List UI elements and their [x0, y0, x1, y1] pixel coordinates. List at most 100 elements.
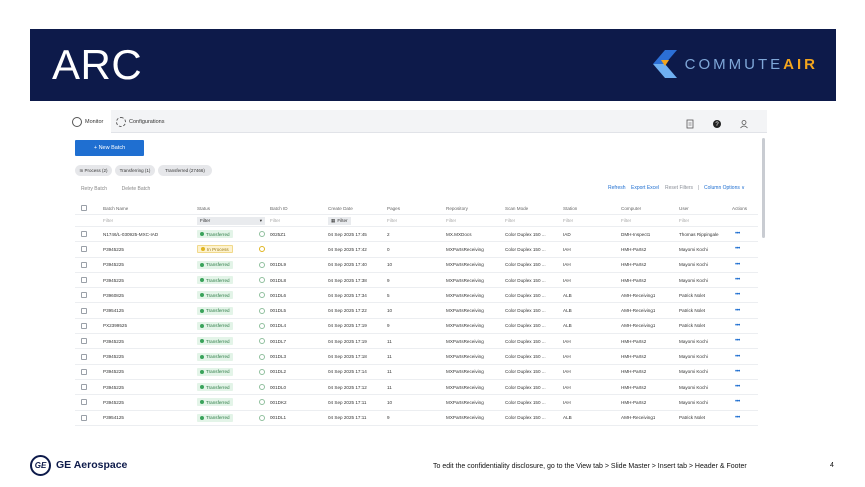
row-checkbox[interactable]: [81, 303, 87, 317]
table-row[interactable]: P3945225 04 Sep 2025 17:42 0 MXPartsReceivi…: [75, 242, 758, 258]
cell-status: Transferred: [197, 288, 265, 302]
table-row[interactable]: P3945225 001DL9 04 Sep 2025 17:40 10 MXParts…: [75, 258, 758, 273]
row-checkbox[interactable]: [81, 288, 87, 302]
help-icon[interactable]: ?: [712, 116, 722, 128]
status-info-icon[interactable]: [259, 292, 265, 299]
status-info-icon[interactable]: [259, 277, 265, 284]
filter-create-date[interactable]: ▦ Filter: [328, 215, 351, 226]
status-info-icon[interactable]: [259, 384, 265, 391]
cell-create-date: 04 Sep 2025 17:42: [328, 246, 367, 252]
row-checkbox[interactable]: [81, 242, 87, 256]
export-excel-link[interactable]: Export Excel: [631, 185, 660, 191]
status-info-icon[interactable]: [259, 353, 265, 360]
status-info-icon[interactable]: [259, 399, 265, 406]
row-actions-menu-icon[interactable]: •••: [735, 414, 740, 421]
status-info-icon[interactable]: [259, 338, 265, 345]
row-checkbox[interactable]: [81, 258, 87, 272]
row-checkbox[interactable]: [81, 349, 87, 363]
tab-configurations[interactable]: Configurations: [111, 110, 171, 133]
status-label: In Process: [207, 246, 229, 252]
col-create-date[interactable]: Create Date: [328, 205, 353, 211]
status-info-icon[interactable]: [259, 231, 265, 238]
status-info-icon[interactable]: [259, 368, 265, 375]
filter-repository[interactable]: Filter: [446, 218, 457, 223]
filter-station[interactable]: Filter: [563, 218, 574, 223]
table-row[interactable]: N1746/L-030925-MXC-IAD 0025Z1 04 Sep 2025 …: [75, 227, 758, 243]
col-user[interactable]: User: [679, 205, 689, 211]
row-checkbox[interactable]: [81, 319, 87, 333]
table-row[interactable]: P3960825 001DL6 04 Sep 2025 17:34 5 MXPartsR…: [75, 288, 758, 304]
retry-batch-button[interactable]: Retry Batch: [80, 185, 108, 192]
filter-status[interactable]: Filter ▾: [197, 215, 265, 226]
table-row[interactable]: P3945225 001DL8 04 Sep 2025 17:38 9 MXPartsR…: [75, 273, 758, 289]
select-all-checkbox[interactable]: [81, 202, 87, 214]
chip-transferred[interactable]: Transferred (27466): [158, 165, 212, 176]
table-row[interactable]: P3954125 001DL1 04 Sep 2025 17:11 9 MXPartsR…: [75, 411, 758, 426]
user-icon[interactable]: [739, 116, 749, 129]
row-actions-menu-icon[interactable]: •••: [735, 353, 740, 360]
col-repository[interactable]: Repository: [446, 205, 468, 211]
row-checkbox[interactable]: [81, 227, 87, 241]
cell-user: Mayomi Kochi: [679, 338, 708, 344]
col-batch-name[interactable]: Batch Name: [103, 205, 129, 211]
clipboard-icon[interactable]: [685, 116, 695, 129]
cell-batch-name: P3960825: [103, 292, 124, 298]
row-actions-menu-icon[interactable]: •••: [735, 368, 740, 375]
chip-transferring[interactable]: Transferring (1): [115, 165, 155, 176]
row-checkbox[interactable]: [81, 411, 87, 425]
row-actions-menu-icon[interactable]: •••: [735, 307, 740, 314]
row-checkbox[interactable]: [81, 273, 87, 287]
row-actions-menu-icon[interactable]: •••: [735, 384, 740, 391]
table-row[interactable]: P3954125 001DL5 04 Sep 2025 17:22 10 MXParts…: [75, 303, 758, 319]
row-checkbox[interactable]: [81, 380, 87, 394]
cell-batch-id: 001DL6: [270, 292, 287, 298]
cell-batch-name: P3945225: [103, 369, 124, 375]
table-row[interactable]: PX2399525 001DL4 04 Sep 2025 17:19 9 MXParts…: [75, 319, 758, 335]
row-actions-menu-icon[interactable]: •••: [735, 231, 740, 238]
filter-scan-mode[interactable]: Filter: [505, 218, 516, 223]
table-row[interactable]: P3945225 001DL0 04 Sep 2025 17:12 11 MXParts…: [75, 380, 758, 396]
row-checkbox[interactable]: [81, 395, 87, 409]
col-station[interactable]: Station: [563, 205, 578, 211]
table-row[interactable]: P3945225 001DL2 04 Sep 2025 17:14 11 MXParts…: [75, 365, 758, 380]
status-info-icon[interactable]: [259, 246, 265, 253]
filter-computer[interactable]: Filter: [621, 218, 632, 223]
row-checkbox[interactable]: [81, 334, 87, 348]
col-scan-mode[interactable]: Scan Mode: [505, 205, 529, 211]
row-actions-menu-icon[interactable]: •••: [735, 322, 740, 329]
row-actions-menu-icon[interactable]: •••: [735, 261, 740, 268]
status-info-icon[interactable]: [259, 261, 265, 268]
reset-filters-link[interactable]: Reset Filters: [665, 185, 694, 191]
filter-batch-name[interactable]: Filter: [103, 218, 114, 223]
row-actions-menu-icon[interactable]: •••: [735, 399, 740, 406]
cell-repository: MXPartsReceiving: [446, 369, 484, 375]
tab-monitor[interactable]: Monitor: [67, 110, 111, 133]
row-actions-menu-icon[interactable]: •••: [735, 246, 740, 253]
status-info-icon[interactable]: [259, 307, 265, 314]
delete-batch-button[interactable]: Delete Batch: [121, 185, 151, 192]
status-info-icon[interactable]: [259, 414, 265, 421]
col-computer[interactable]: Computer: [621, 205, 642, 211]
table-row[interactable]: P3945225 001DL3 04 Sep 2025 17:18 11 MXParts…: [75, 349, 758, 365]
col-pages[interactable]: Pages: [387, 205, 401, 211]
new-batch-button[interactable]: + New Batch: [75, 140, 144, 156]
row-actions-menu-icon[interactable]: •••: [735, 338, 740, 345]
row-checkbox[interactable]: [81, 365, 87, 379]
table-row[interactable]: P3945225 001DL7 04 Sep 2025 17:19 11 MXParts…: [75, 334, 758, 350]
table-row[interactable]: P3945225 001DK2 04 Sep 2025 17:11 10 MXParts…: [75, 395, 758, 411]
vertical-scrollbar[interactable]: [762, 138, 765, 238]
refresh-link[interactable]: Refresh: [608, 185, 626, 191]
filter-batch-id[interactable]: Filter: [270, 218, 281, 223]
col-batch-id[interactable]: Batch ID: [270, 205, 288, 211]
filter-pages[interactable]: Filter: [387, 218, 398, 223]
filter-user[interactable]: Filter: [679, 218, 690, 223]
col-status[interactable]: Status: [197, 205, 211, 211]
status-label: Transferred: [206, 415, 230, 421]
cell-batch-id: 001DL9: [270, 262, 287, 268]
row-actions-menu-icon[interactable]: •••: [735, 292, 740, 299]
chip-in-process[interactable]: In Process (2): [75, 165, 112, 176]
cell-status: Transferred: [197, 349, 265, 363]
status-info-icon[interactable]: [259, 322, 265, 329]
row-actions-menu-icon[interactable]: •••: [735, 277, 740, 284]
column-options-link[interactable]: Column Options ∨: [704, 185, 745, 191]
